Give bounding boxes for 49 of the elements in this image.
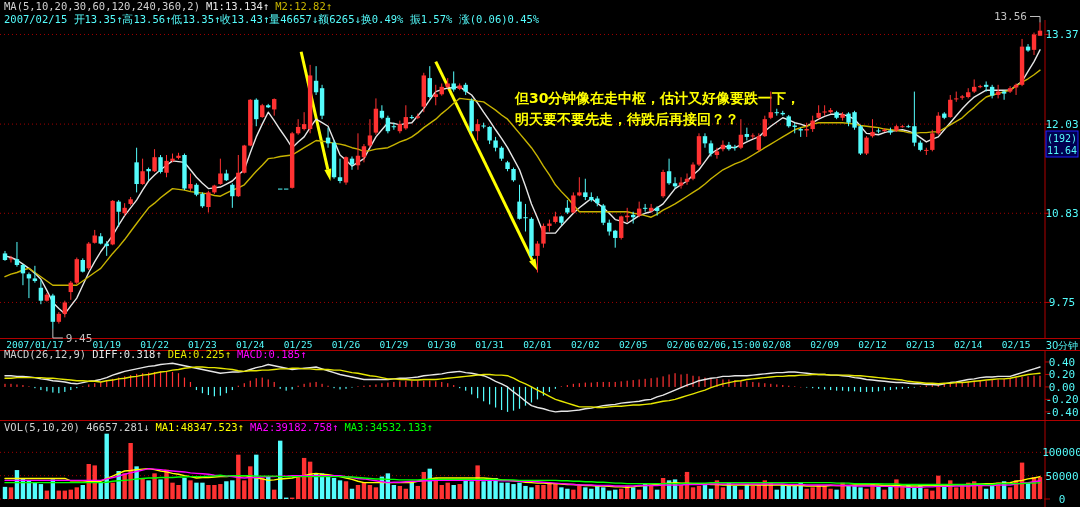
text: 11.64 [1046,145,1078,156]
text: M1:13.134↑ [205,0,270,12]
y-tick-label: 12.03 [1045,118,1079,132]
x-tick-label: 2007/01/17 [6,339,64,350]
text: MA2:39182.758↑ [249,421,339,433]
chart-title: VOL(5,10,20) 46657.281↓ [4,421,150,433]
x-axis-title: 30分钟 [1045,340,1079,351]
x-tick-label: 02/05 [618,339,648,350]
y-tick-label: -0.20 [1045,393,1079,407]
annotation: 明天要不要先走，待跌后再接回？？ [515,111,739,127]
chart-title: MACD(26,12,9) [4,348,87,360]
text: (192) [1046,133,1078,144]
chart-title: MA(5,10,20,30,60,120,240,360,2) [4,0,200,12]
x-tick-label: 02/13 [906,339,935,350]
annotation: MACD:0.185↑ [236,348,307,360]
y-tick-label: 0 [1058,493,1066,506]
x-tick-label: 02/08 [762,339,792,350]
x-tick-label: 01/31 [475,339,505,350]
y-tick-label: 0.40 [1048,355,1076,369]
x-tick-label: 01/30 [427,339,457,350]
x-tick-label: 01/26 [331,339,361,350]
x-tick-label: 02/15 [1001,339,1031,350]
y-tick-label: 10.83 [1045,207,1079,221]
x-tick-label: 01/24 [235,339,265,350]
y-tick-label: 0.20 [1048,368,1076,382]
text: MA1:48347.523↑ [155,421,244,433]
x-tick-label: 02/09 [810,339,840,350]
x-tick-label: 02/12 [858,339,887,350]
y-tick-label: 0.00 [1048,380,1076,394]
x-tick-label: 01/19 [92,339,122,350]
y-tick-label: 13.37 [1045,28,1079,42]
text: M2:12.82↑ [275,0,333,12]
series-label: DEA:0.225↑ [167,348,231,360]
y-tick-label: 50000 [1045,469,1079,483]
annotation: 13.56 [993,10,1028,24]
text: MA3:34532.133↑ [344,421,433,433]
x-tick-label: 02/14 [953,339,983,350]
x-tick-label: 01/23 [188,339,217,350]
x-tick-label: 01/22 [140,339,169,350]
series-label: DIFF:0.318↑ [92,348,162,360]
chart-subtitle: 2007/02/15 开13.35↑高13.56↑低13.35↑收13.43↑量46657↓额6265↓换0.49% 振1.57% 涨(0.06)0.45% [4,13,540,25]
y-tick-label: -0.40 [1045,405,1079,419]
x-tick-label: 01/25 [283,339,313,350]
x-tick-label: 02/06,15:00 [697,339,761,350]
y-tick-label: 9.75 [1048,296,1076,310]
x-tick-label: 02/02 [571,339,600,350]
x-tick-label: 02/06 [666,339,696,350]
x-tick-label: 02/01 [523,339,553,350]
x-tick-label: 01/29 [379,339,409,350]
